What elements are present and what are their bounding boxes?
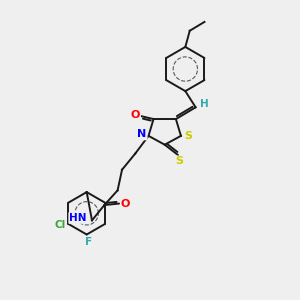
Text: Cl: Cl xyxy=(55,220,66,230)
Text: S: S xyxy=(176,157,183,166)
Text: H: H xyxy=(200,99,208,109)
Text: O: O xyxy=(121,199,130,208)
Text: HN: HN xyxy=(69,213,87,223)
Text: S: S xyxy=(184,131,192,141)
Text: O: O xyxy=(130,110,140,120)
Text: F: F xyxy=(85,238,92,248)
Text: N: N xyxy=(137,129,147,140)
